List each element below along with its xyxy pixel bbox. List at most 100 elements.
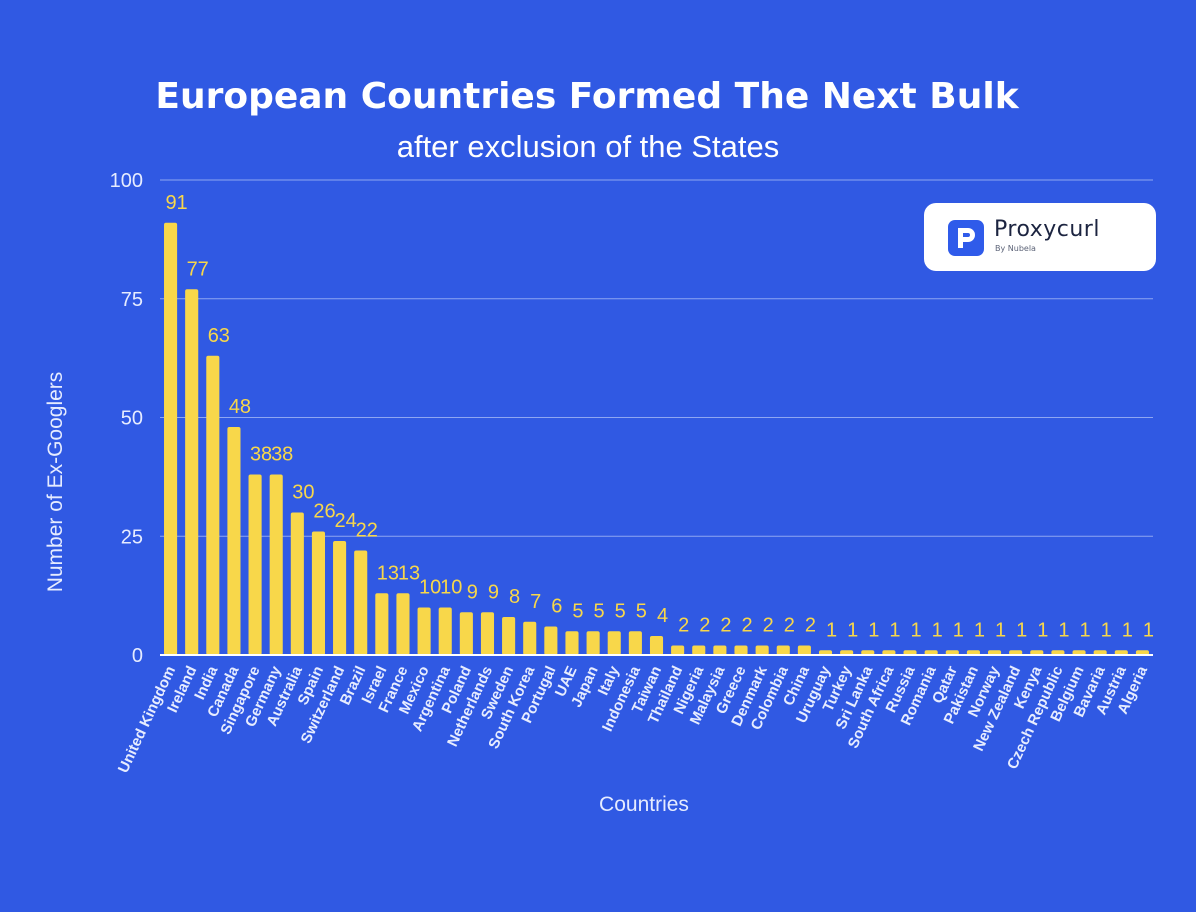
bar: [692, 645, 706, 655]
data-label: 22: [356, 520, 378, 542]
bar: [1093, 650, 1107, 655]
bar: [797, 645, 811, 655]
y-tick-label: 25: [121, 526, 143, 548]
bar: [818, 650, 833, 655]
data-label: 1: [1037, 619, 1048, 641]
bar: [269, 474, 283, 655]
data-label: 2: [699, 615, 710, 637]
data-label: 2: [805, 615, 816, 637]
y-tick-label: 50: [121, 408, 143, 430]
logo-name: Proxycurl: [994, 217, 1100, 242]
data-label: 2: [784, 615, 795, 637]
data-label: 91: [165, 192, 187, 214]
bar: [987, 650, 1002, 655]
bar: [248, 474, 262, 655]
data-label: 1: [847, 619, 858, 641]
bar: [206, 355, 220, 655]
data-label: 13: [398, 562, 420, 584]
bar: [227, 427, 241, 655]
logo-tagline: By Nubela: [995, 244, 1036, 253]
data-label: 1: [910, 619, 921, 641]
chart-title: European Countries Formed The Next Bulk: [155, 76, 1019, 117]
data-label: 1: [932, 619, 943, 641]
data-label: 1: [868, 619, 879, 641]
y-axis-label: Number of Ex-Googlers: [44, 372, 67, 593]
data-label: 8: [509, 586, 520, 608]
bar: [1114, 650, 1128, 655]
data-label: 5: [615, 600, 626, 622]
bar: [333, 541, 347, 655]
data-label: 1: [889, 619, 900, 641]
bar: [396, 593, 410, 655]
bar: [607, 631, 621, 655]
data-label: 63: [208, 325, 230, 347]
y-tick-label: 75: [121, 289, 143, 311]
data-label: 10: [440, 577, 462, 599]
bar: [671, 645, 685, 655]
bar: [755, 645, 769, 655]
data-label: 26: [313, 501, 335, 523]
data-label: 7: [530, 591, 541, 613]
bar: [649, 636, 664, 655]
bar: [1009, 650, 1023, 655]
bar: [502, 617, 516, 655]
data-label: 6: [551, 596, 562, 618]
data-label: 38: [271, 444, 293, 466]
gridlines: [160, 179, 1153, 537]
bar: [1051, 650, 1065, 655]
data-label: 48: [229, 396, 251, 418]
bar: [438, 607, 452, 655]
bar: [544, 626, 558, 655]
chart-subtitle: after exclusion of the States: [397, 129, 780, 164]
bar: [734, 645, 748, 655]
data-label: 38: [250, 444, 272, 466]
data-label: 9: [488, 581, 499, 603]
bars: [164, 222, 1149, 655]
data-label: 1: [1143, 619, 1154, 641]
bar: [966, 650, 980, 655]
data-label: 30: [292, 482, 314, 504]
data-label: 2: [763, 615, 774, 637]
data-label: 13: [377, 562, 399, 584]
data-label: 9: [467, 581, 478, 603]
data-label: 24: [334, 510, 356, 532]
y-tick-label: 100: [110, 170, 143, 192]
bar: [1135, 650, 1149, 655]
bar: [945, 650, 959, 655]
data-label: 77: [187, 258, 209, 280]
y-tick-label: 0: [132, 645, 143, 667]
bar: [459, 612, 473, 655]
x-axis-label: Countries: [599, 793, 689, 816]
data-label: 5: [636, 600, 647, 622]
bar: [713, 645, 727, 655]
bar: [1030, 650, 1044, 655]
data-label: 1: [1101, 619, 1112, 641]
data-label: 1: [1058, 619, 1069, 641]
data-label: 1: [826, 619, 837, 641]
bar: [185, 289, 199, 655]
bar: [565, 631, 579, 655]
proxycurl-logo: Proxycurl By Nubela: [924, 203, 1156, 271]
bar: [861, 650, 875, 655]
data-label: 2: [720, 615, 731, 637]
bar: [311, 531, 326, 655]
y-tick-labels: 0 25 50 75 100: [110, 170, 143, 667]
data-label: 5: [594, 600, 605, 622]
bar: [586, 631, 600, 655]
data-label: 4: [657, 605, 668, 627]
bar: [903, 650, 917, 655]
bar: [164, 222, 178, 655]
bar: [1072, 650, 1086, 655]
data-label: 1: [953, 619, 964, 641]
data-label: 10: [419, 577, 441, 599]
bar: [628, 631, 642, 655]
data-label: 1: [1122, 619, 1133, 641]
bar: [882, 650, 896, 655]
data-label: 2: [741, 615, 752, 637]
bar: [924, 650, 938, 655]
data-label: 2: [678, 615, 689, 637]
bar: [375, 593, 389, 655]
bar: [354, 550, 368, 655]
